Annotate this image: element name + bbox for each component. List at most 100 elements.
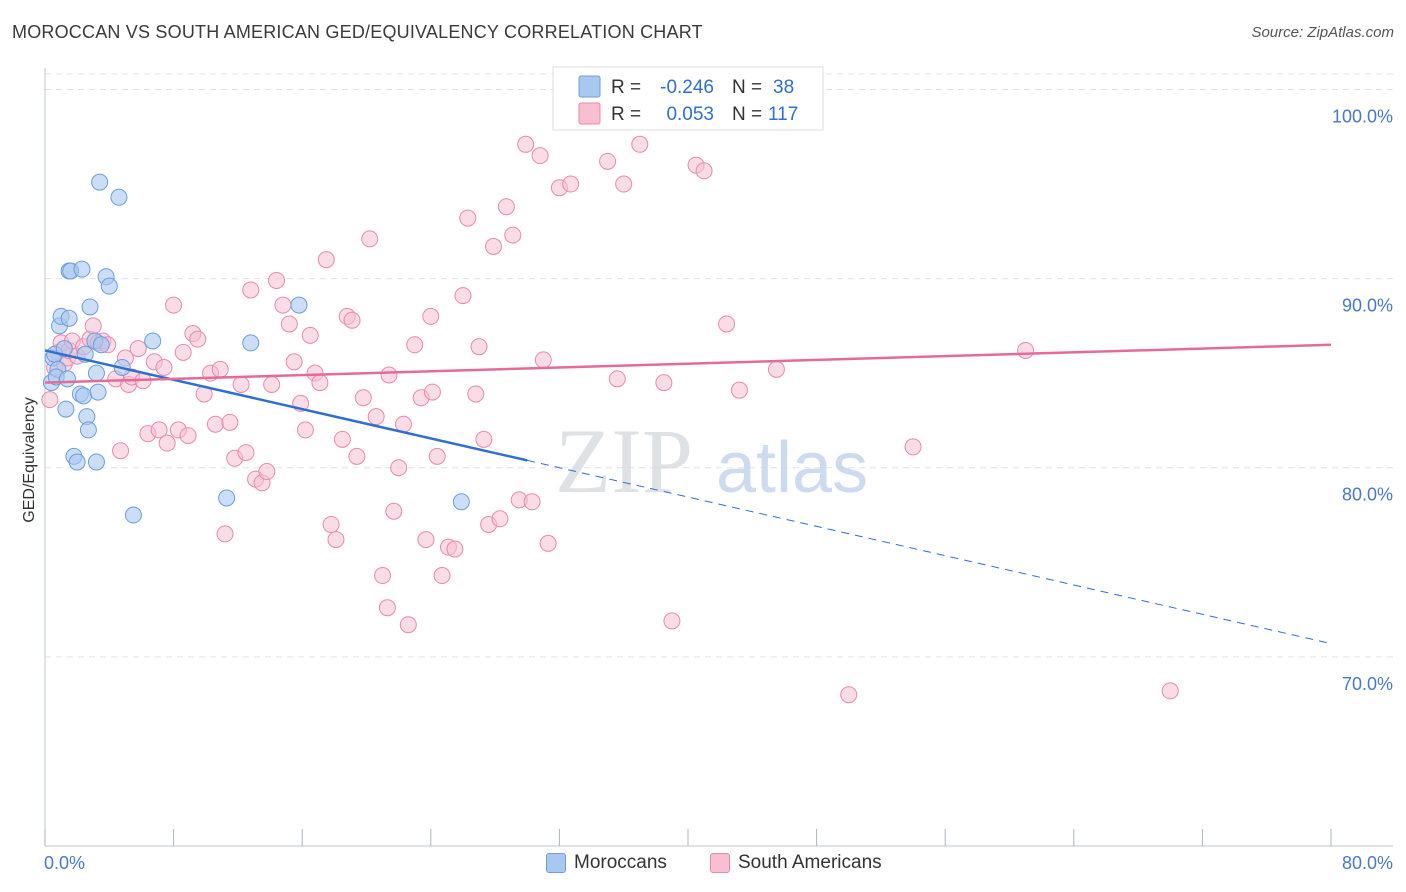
point-moroccan [59, 370, 77, 388]
bottom-legend-south-americans[interactable]: South Americans [710, 852, 882, 874]
point-moroccan [81, 298, 99, 316]
point-south-american [267, 271, 285, 289]
point-south-american [655, 374, 673, 392]
point-south-american [232, 376, 250, 394]
axes [44, 68, 1393, 847]
legend-swatch-south-americans [710, 853, 730, 873]
point-south-american [317, 251, 335, 269]
point-moroccan [91, 173, 109, 191]
point-south-american [211, 360, 229, 378]
point-south-american [475, 430, 493, 448]
point-south-american [380, 366, 398, 384]
point-south-american [517, 135, 535, 153]
point-south-american [840, 686, 858, 704]
point-south-american [454, 287, 472, 305]
point-south-american [904, 438, 922, 456]
legend-n-label-1: N = [732, 77, 762, 98]
point-moroccan [89, 383, 107, 401]
point-moroccan [100, 277, 118, 295]
point-south-american [446, 540, 464, 558]
legend-swatch-pink [578, 102, 601, 125]
point-moroccan [73, 260, 91, 278]
point-south-american [174, 343, 192, 361]
point-south-american [718, 315, 736, 333]
point-south-american [311, 374, 329, 392]
point-south-american [41, 391, 59, 409]
point-south-american [1017, 341, 1035, 359]
point-moroccan [92, 336, 110, 354]
y-axis-title: GED/Equivalency [21, 397, 38, 522]
point-south-american [562, 175, 580, 193]
legend-swatch-moroccans [546, 853, 566, 873]
point-south-american [361, 230, 379, 248]
trend-lines [44, 343, 1332, 645]
series-moroccans [42, 173, 470, 524]
x-tick-label-min: 0.0% [44, 853, 85, 873]
legend-r-label-1: R = [611, 77, 641, 98]
point-south-american [399, 616, 417, 634]
point-moroccan [218, 489, 236, 507]
point-south-american [378, 599, 396, 617]
point-south-american [406, 336, 424, 354]
point-south-american [497, 198, 515, 216]
point-south-american [348, 447, 366, 465]
point-south-american [523, 493, 541, 511]
point-south-american [258, 463, 276, 481]
point-south-american [296, 421, 314, 439]
legend-n-value-1: 38 [773, 77, 794, 98]
legend-label-south-americans: South Americans [738, 852, 882, 873]
point-south-american [242, 281, 260, 299]
point-south-american [165, 296, 183, 314]
legend-label-moroccans: Moroccans [574, 852, 667, 873]
point-south-american [374, 567, 392, 585]
point-south-american [504, 226, 522, 244]
point-moroccan [60, 309, 78, 327]
point-south-american [491, 510, 509, 528]
y-tick-label: 90.0% [1342, 296, 1393, 316]
chart-title: MOROCCAN VS SOUTH AMERICAN GED/EQUIVALEN… [12, 22, 703, 42]
point-south-american [390, 459, 408, 477]
point-south-american [206, 415, 224, 433]
legend-n-value-2: 117 [768, 104, 798, 125]
point-south-american [221, 413, 239, 431]
legend-swatch-blue [578, 75, 601, 98]
watermark-atlas: atlas [716, 428, 868, 508]
point-south-american [285, 353, 303, 371]
point-south-american [423, 383, 441, 401]
watermark-zip: ZIP [555, 410, 693, 512]
point-moroccan [452, 493, 470, 511]
point-south-american [539, 534, 557, 552]
point-moroccan [55, 340, 73, 358]
point-south-american [333, 430, 351, 448]
point-south-american [767, 360, 785, 378]
point-south-american [417, 531, 435, 549]
bottom-legend-moroccans[interactable]: Moroccans [546, 852, 667, 874]
point-moroccan [110, 188, 128, 206]
point-moroccan [87, 364, 105, 382]
point-moroccan [144, 332, 162, 350]
point-south-american [263, 376, 281, 394]
point-south-american [695, 162, 713, 180]
point-moroccan [79, 421, 97, 439]
point-south-american [327, 531, 345, 549]
point-moroccan [124, 506, 142, 524]
point-south-american [467, 385, 485, 403]
point-south-american [354, 389, 372, 407]
point-south-american [459, 209, 477, 227]
point-moroccan [290, 296, 308, 314]
point-south-american [367, 408, 385, 426]
point-south-american [155, 358, 173, 376]
point-south-american [84, 317, 102, 335]
point-south-american [150, 421, 168, 439]
point-south-american [534, 351, 552, 369]
trend-line-moroccans [44, 349, 528, 462]
point-south-american [470, 338, 488, 356]
point-south-american [631, 135, 649, 153]
point-moroccan [68, 453, 86, 471]
point-south-american [663, 612, 681, 630]
point-south-american [158, 434, 176, 452]
y-tick-label: 80.0% [1342, 485, 1393, 505]
point-moroccan [75, 387, 93, 405]
trend-line-south-americans [44, 343, 1332, 384]
